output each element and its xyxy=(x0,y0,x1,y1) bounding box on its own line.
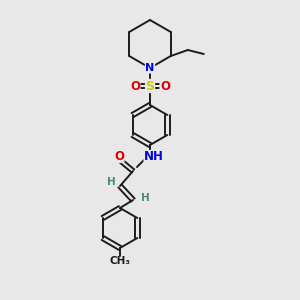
Text: O: O xyxy=(160,80,170,92)
Text: H: H xyxy=(106,177,116,187)
Text: O: O xyxy=(114,149,124,163)
Text: S: S xyxy=(146,80,154,92)
Text: O: O xyxy=(130,80,140,92)
Text: N: N xyxy=(146,63,154,73)
Text: NH: NH xyxy=(144,151,164,164)
Text: CH₃: CH₃ xyxy=(110,256,130,266)
Text: H: H xyxy=(141,193,149,203)
